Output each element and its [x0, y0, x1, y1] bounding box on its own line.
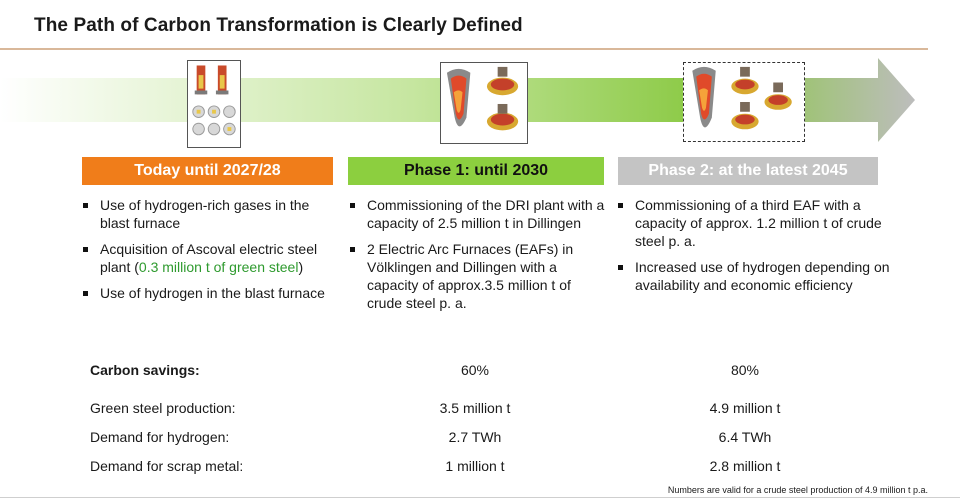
list-item: Acquisition of Ascoval electric steel pl…: [80, 240, 330, 276]
metric-label: Demand for hydrogen:: [90, 429, 230, 445]
phase-2-bullet-list: Commissioning of a third EAF with a capa…: [615, 196, 893, 302]
phase-header-phase-2: Phase 2: at the latest 2045: [618, 157, 878, 185]
metric-value-phase-2: 80%: [730, 362, 760, 378]
eaf-expansion-icon: [683, 62, 805, 142]
bullet-icon: [83, 203, 88, 208]
metric-value-phase-2: 6.4 TWh: [718, 429, 772, 445]
list-item: Commissioning of the DRI plant with a ca…: [347, 196, 609, 232]
title-divider: [0, 48, 928, 50]
phase-header-today: Today until 2027/28: [82, 157, 333, 185]
list-item: Increased use of hydrogen depending on a…: [615, 258, 893, 294]
bottom-divider: [0, 497, 960, 498]
list-item: Commissioning of a third EAF with a capa…: [615, 196, 893, 250]
bullet-icon: [83, 291, 88, 296]
metric-value-phase-1: 60%: [460, 362, 490, 378]
metric-value-phase-1: 3.5 million t: [439, 400, 511, 416]
green-steel-highlight: 0.3 million t of green steel: [138, 259, 299, 275]
footnote: Numbers are valid for a crude steel prod…: [667, 485, 928, 495]
metric-label: Green steel production:: [90, 400, 236, 416]
list-item: Use of hydrogen-rich gases in the blast …: [80, 196, 330, 232]
bullet-icon: [350, 203, 355, 208]
metric-label: Carbon savings:: [90, 362, 200, 378]
metric-value-phase-2: 2.8 million t: [709, 458, 781, 474]
metric-value-phase-2: 4.9 million t: [709, 400, 781, 416]
bullet-icon: [618, 265, 623, 270]
bullet-icon: [350, 247, 355, 252]
list-item: Use of hydrogen in the blast furnace: [80, 284, 330, 302]
today-bullet-list: Use of hydrogen-rich gases in the blast …: [80, 196, 330, 310]
dri-plant-and-eaf-icon: [440, 62, 528, 144]
metric-label: Demand for scrap metal:: [90, 458, 244, 474]
blast-furnace-icon: [187, 60, 241, 148]
bullet-icon: [618, 203, 623, 208]
metric-value-phase-1: 2.7 TWh: [448, 429, 502, 445]
bullet-icon: [83, 247, 88, 252]
page-title: The Path of Carbon Transformation is Cle…: [34, 15, 523, 36]
phase-header-phase-1: Phase 1: until 2030: [348, 157, 604, 185]
list-item: 2 Electric Arc Furnaces (EAFs) in Völkli…: [347, 240, 609, 312]
phase-1-bullet-list: Commissioning of the DRI plant with a ca…: [347, 196, 609, 320]
metric-value-phase-1: 1 million t: [445, 458, 505, 474]
